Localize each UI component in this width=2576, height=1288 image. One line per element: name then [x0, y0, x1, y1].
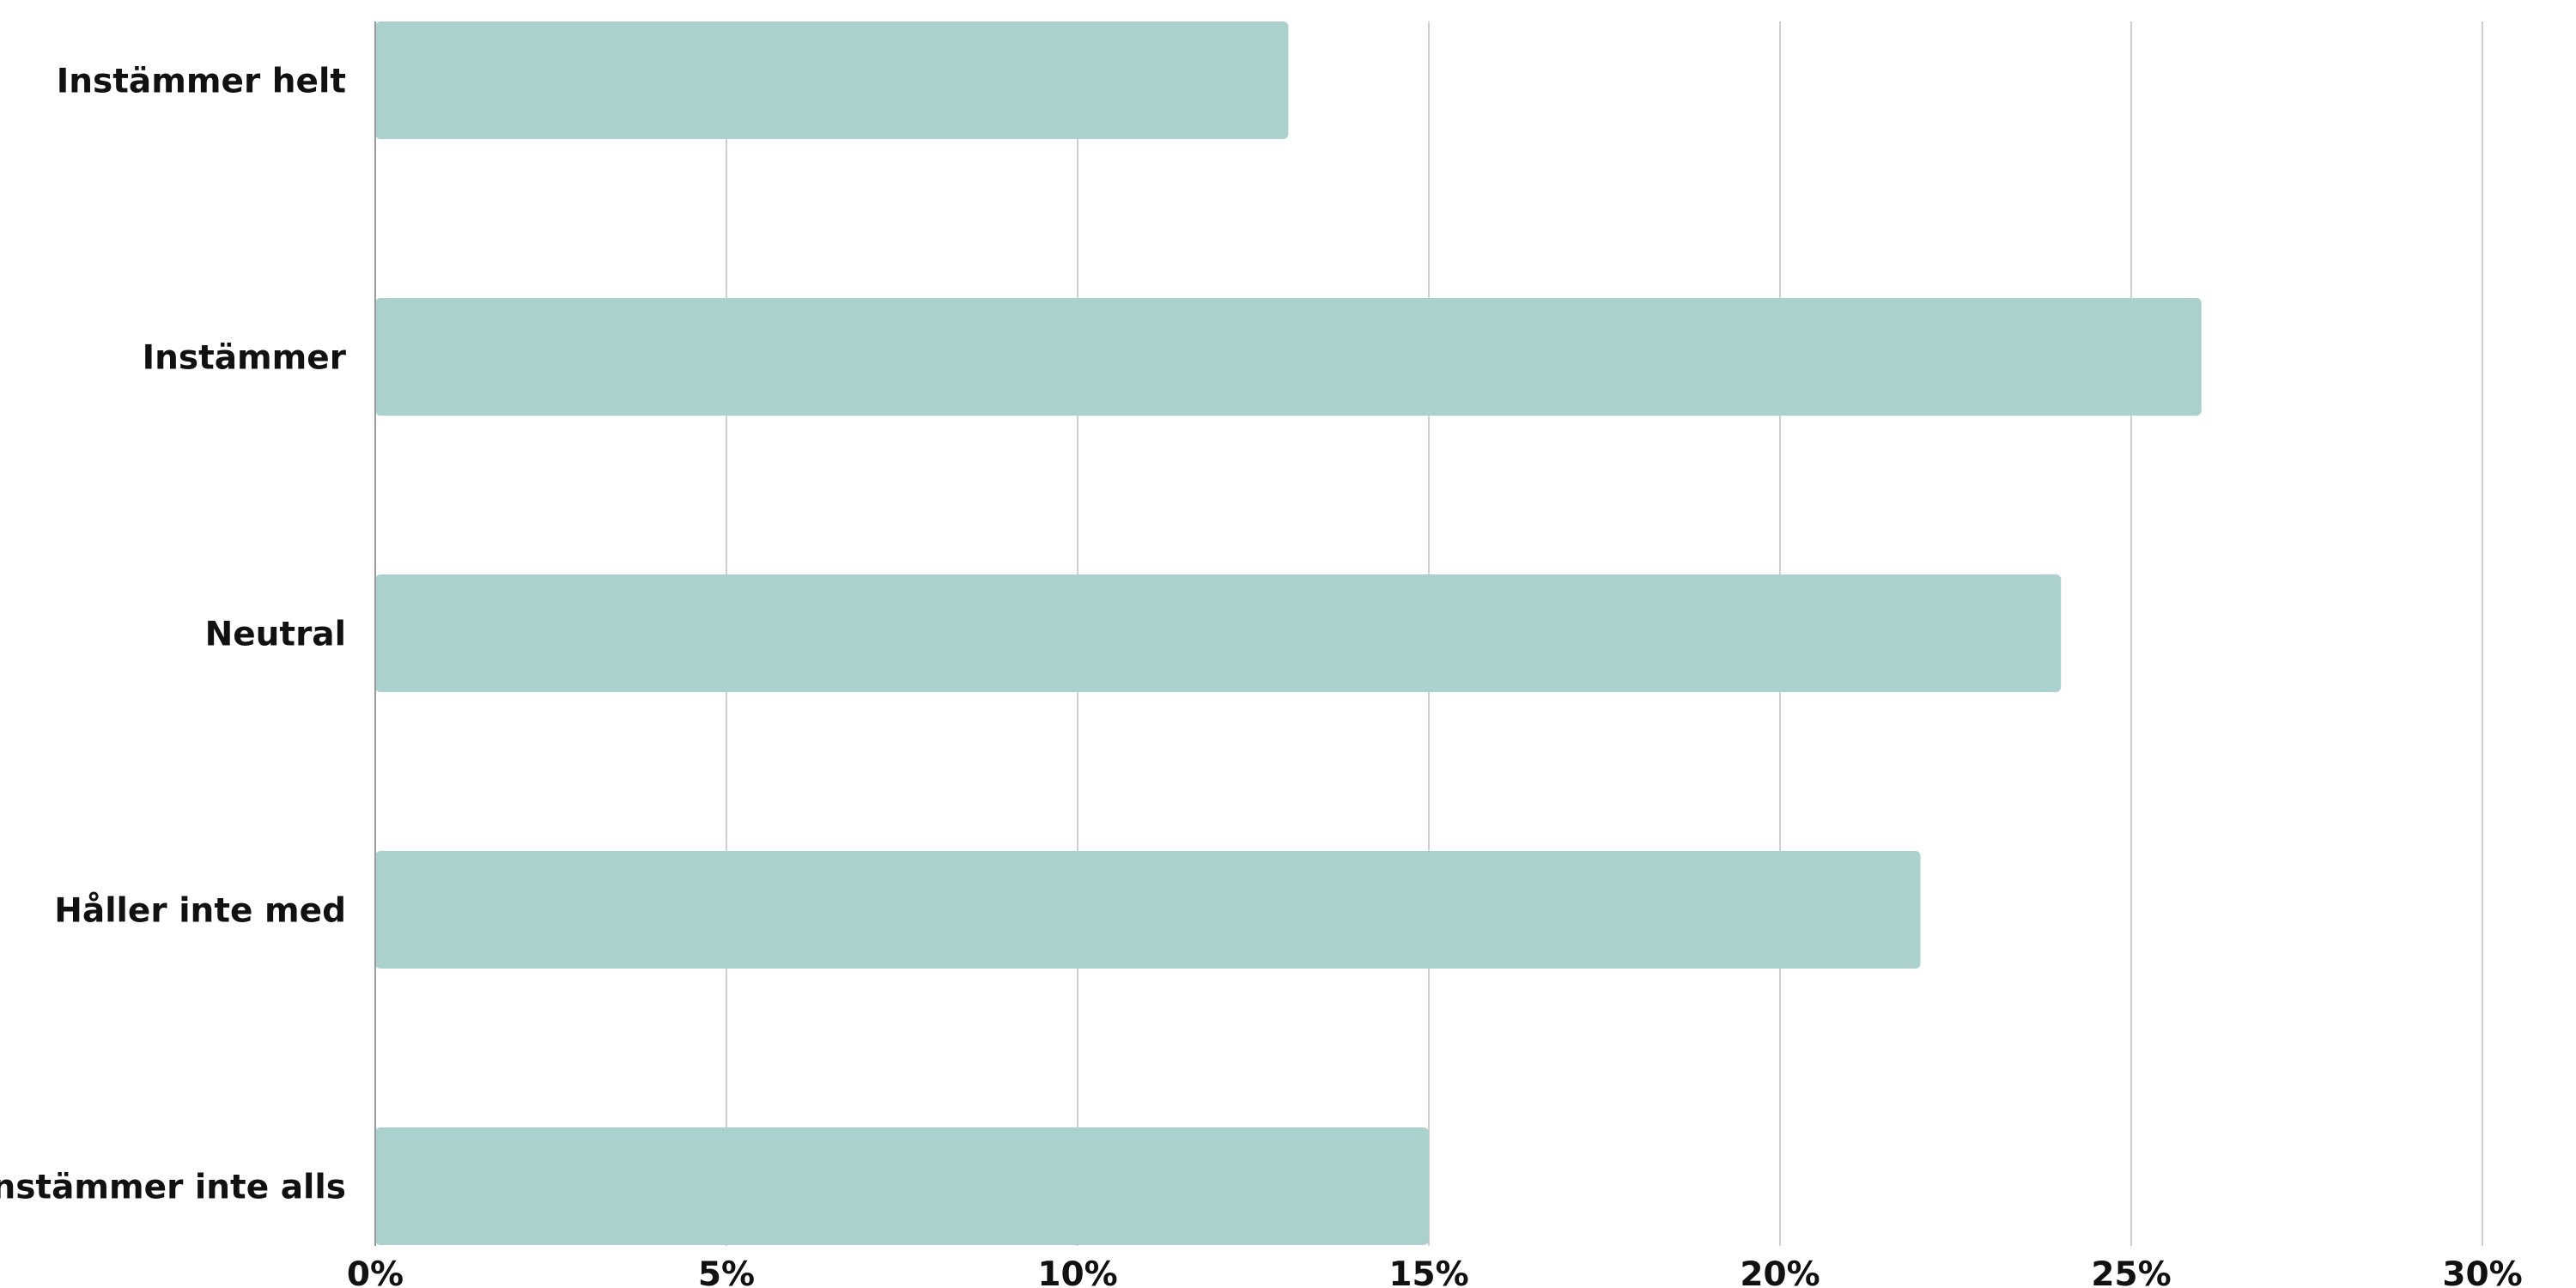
bar: [375, 574, 2062, 692]
category-label: Håller inte med: [54, 892, 346, 931]
x-tick-labels: 0% 5% 10% 15% 20% 25% 30%: [347, 1255, 2523, 1288]
bar: [375, 1127, 1429, 1245]
bar: [375, 298, 2202, 416]
x-tick-label: 25%: [2091, 1255, 2171, 1288]
category-label: Instämmer: [143, 339, 347, 378]
x-tick-label: 20%: [1740, 1255, 1820, 1288]
category-label: Neutral: [205, 616, 346, 654]
category-label: Instämmer helt: [57, 63, 346, 101]
bar: [375, 851, 1921, 969]
category-labels: Instämmer helt Instämmer Neutral Håller int…: [0, 63, 347, 1207]
x-tick-label: 5%: [698, 1255, 755, 1288]
bar: [375, 21, 1289, 139]
category-label: Instämmer inte alls: [0, 1169, 346, 1207]
x-tick-label: 30%: [2442, 1255, 2522, 1288]
x-tick-label: 10%: [1037, 1255, 1117, 1288]
x-tick-label: 0%: [347, 1255, 404, 1288]
bars: [375, 21, 2202, 1245]
x-tick-label: 15%: [1388, 1255, 1468, 1288]
